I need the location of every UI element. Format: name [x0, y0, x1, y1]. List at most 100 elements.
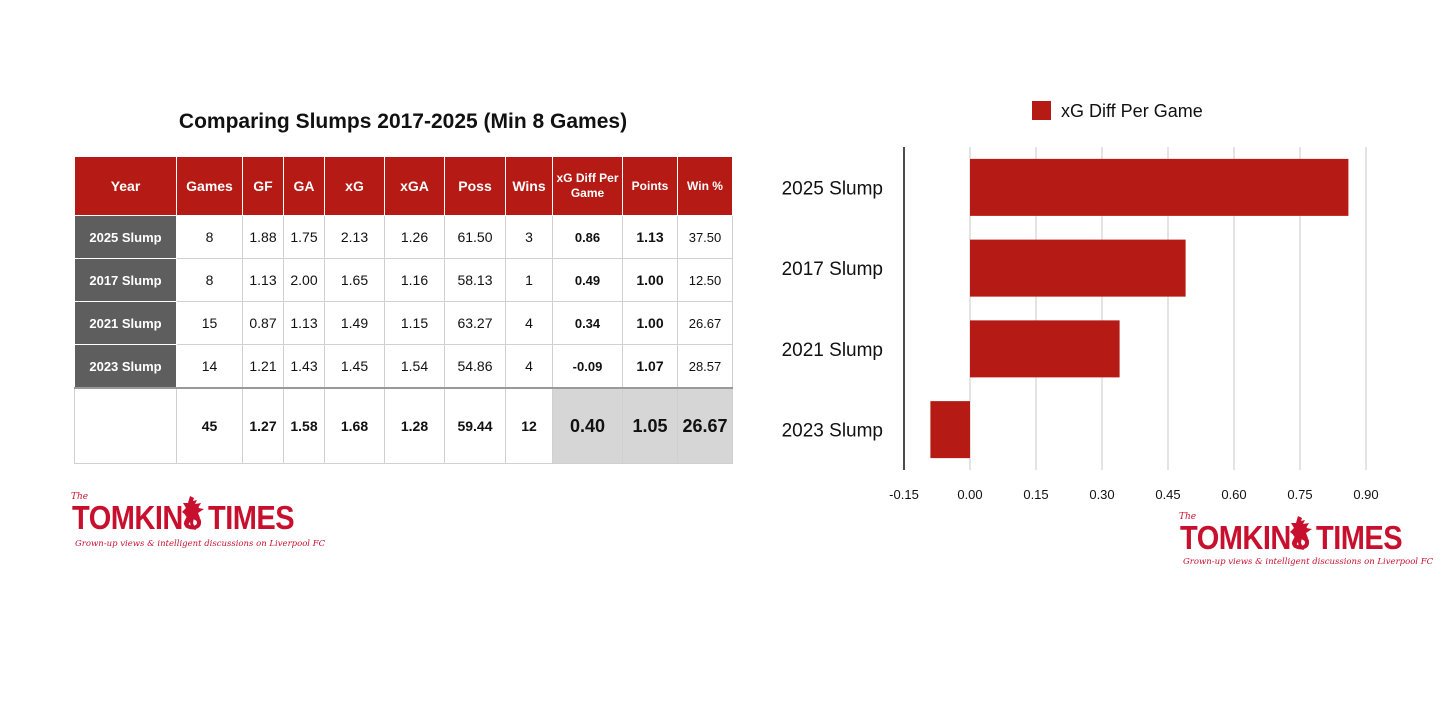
totals-cell: 59.44: [444, 387, 506, 464]
slumps-table: Year Games GF GA xG xGA Poss Wins xG Diff Per Ga…: [74, 156, 733, 464]
row-label: 2021 Slump: [74, 301, 177, 345]
totals-blank-cell: [74, 387, 177, 464]
table-cell: 1.16: [384, 258, 445, 302]
totals-cell: 1.68: [324, 387, 385, 464]
totals-cell: 1.28: [384, 387, 445, 464]
category-label: 2025 Slump: [782, 178, 883, 199]
table-cell: 28.57: [677, 344, 733, 389]
logo-name-a: TOMKINS: [72, 500, 202, 537]
category-label: 2017 Slump: [782, 259, 883, 280]
table-cell: 0.49: [552, 258, 623, 302]
table-cell: 37.50: [677, 215, 733, 259]
table-cell: 12.50: [677, 258, 733, 302]
header-xg: xG: [324, 156, 385, 216]
liverbird-icon: [182, 496, 204, 530]
table-row: 2017 Slump 8 1.13 2.00 1.65 1.16 58.13 1 0.49 1.0…: [74, 258, 733, 302]
table-cell: 3: [505, 215, 553, 259]
table-cell: 14: [176, 344, 243, 389]
table-cell: 63.27: [444, 301, 506, 345]
bar-2023-slump: [930, 401, 970, 459]
category-label: 2021 Slump: [782, 340, 883, 361]
totals-cell: 45: [176, 387, 243, 464]
x-tick-label: 0.75: [1287, 487, 1312, 502]
x-tick-label: 0.60: [1221, 487, 1246, 502]
table-cell: 1.88: [242, 215, 284, 259]
logo-tagline: Grown-up views & intelligent discussions…: [1183, 557, 1434, 567]
table-cell: -0.09: [552, 344, 623, 389]
table-cell: 1.49: [324, 301, 385, 345]
totals-cell: 1.27: [242, 387, 284, 464]
legend-swatch: [1032, 101, 1051, 120]
table-row: 2023 Slump 14 1.21 1.43 1.45 1.54 54.86 4 -0.09 1…: [74, 344, 733, 389]
header-gf: GF: [242, 156, 284, 216]
table-cell: 1.43: [283, 344, 325, 389]
x-tick-label: 0.90: [1353, 487, 1378, 502]
liverbird-icon: [1290, 516, 1312, 550]
logo-name-b: TIMES: [1316, 520, 1403, 557]
table-cell: 4: [505, 344, 553, 389]
tomkins-times-logo-right: The TOMKINS TIMES Grown-up views & intel…: [1178, 512, 1433, 572]
totals-cell: 0.40: [552, 387, 623, 464]
table-cell: 1.13: [622, 215, 678, 259]
table-cell: 58.13: [444, 258, 506, 302]
table-cell: 0.87: [242, 301, 284, 345]
table-cell: 4: [505, 301, 553, 345]
bar-2025-slump: [970, 158, 1349, 216]
table-cell: 15: [176, 301, 243, 345]
logo-the: The: [1179, 512, 1197, 522]
header-ga: GA: [283, 156, 325, 216]
totals-cell: 26.67: [677, 387, 733, 464]
row-label: 2017 Slump: [74, 258, 177, 302]
table-cell: 2.00: [283, 258, 325, 302]
header-poss: Poss: [444, 156, 506, 216]
x-tick-label: 0.45: [1155, 487, 1180, 502]
logo-name-a: TOMKINS: [1180, 520, 1310, 557]
row-label: 2023 Slump: [74, 344, 177, 389]
table-cell: 1.26: [384, 215, 445, 259]
x-tick-label: 0.00: [957, 487, 982, 502]
header-win: Win %: [677, 156, 733, 216]
header-year: Year: [74, 156, 177, 216]
table-cell: 0.34: [552, 301, 623, 345]
table-title: Comparing Slumps 2017-2025 (Min 8 Games): [178, 110, 628, 133]
header-points: Points: [622, 156, 678, 216]
category-label: 2023 Slump: [782, 421, 883, 442]
x-tick-label: -0.15: [889, 487, 919, 502]
table-cell: 0.86: [552, 215, 623, 259]
totals-cell: 12: [505, 387, 553, 464]
table-cell: 1.21: [242, 344, 284, 389]
totals-row: 45 1.27 1.58 1.68 1.28 59.44 12 0.40 1.05 26.67: [74, 387, 733, 464]
table-cell: 54.86: [444, 344, 506, 389]
bar-2017-slump: [970, 239, 1186, 297]
logo-the: The: [71, 492, 89, 502]
table-header-row: Year Games GF GA xG xGA Poss Wins xG Diff Per Ga…: [74, 156, 733, 216]
table-cell: 1.13: [283, 301, 325, 345]
row-label: 2025 Slump: [74, 215, 177, 259]
table-cell: 1.54: [384, 344, 445, 389]
totals-cell: 1.05: [622, 387, 678, 464]
logo-name-b: TIMES: [208, 500, 295, 537]
table-cell: 1: [505, 258, 553, 302]
table-cell: 1.13: [242, 258, 284, 302]
header-xg-diff-per-game: xG Diff Per Game: [552, 156, 623, 216]
tomkins-times-logo-left: The TOMKINS TIMES Grown-up views & intel…: [70, 492, 325, 552]
table-cell: 1.45: [324, 344, 385, 389]
table-cell: 1.65: [324, 258, 385, 302]
table-cell: 1.00: [622, 301, 678, 345]
logo-tagline: Grown-up views & intelligent discussions…: [75, 539, 326, 549]
table-row: 2025 Slump 8 1.88 1.75 2.13 1.26 61.50 3 0.86 1.1…: [74, 215, 733, 259]
table-cell: 26.67: [677, 301, 733, 345]
table-cell: 1.00: [622, 258, 678, 302]
x-tick-label: 0.15: [1023, 487, 1048, 502]
xg-diff-bar-chart: 2025 Slump 2017 Slump 2021 Slump 2023 Slump…: [782, 101, 1379, 502]
header-games: Games: [176, 156, 243, 216]
x-tick-label: 0.30: [1089, 487, 1114, 502]
table-cell: 1.75: [283, 215, 325, 259]
table-cell: 2.13: [324, 215, 385, 259]
table-cell: 1.07: [622, 344, 678, 389]
header-xga: xGA: [384, 156, 445, 216]
table-cell: 8: [176, 215, 243, 259]
table-cell: 1.15: [384, 301, 445, 345]
table-cell: 61.50: [444, 215, 506, 259]
table-cell: 8: [176, 258, 243, 302]
